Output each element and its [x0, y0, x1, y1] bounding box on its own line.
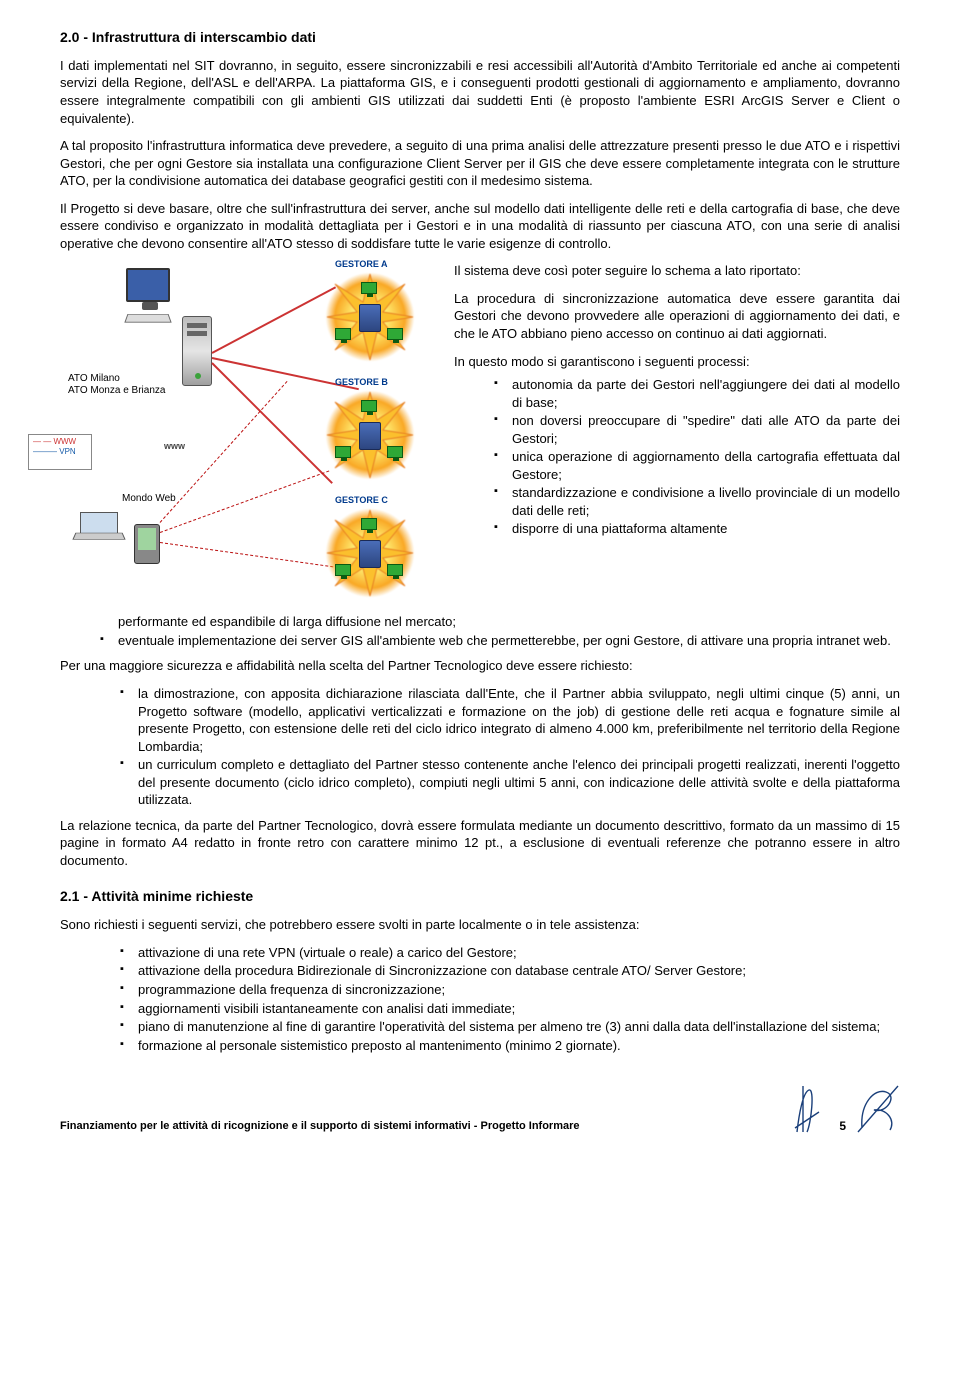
process-bullet-list: autonomia da parte dei Gestori nell'aggi… [454, 376, 900, 538]
right-paragraph-2: La procedura di sincronizzazione automat… [454, 290, 900, 343]
connection-line [160, 542, 338, 568]
paragraph-3: Il Progetto si deve basare, oltre che su… [60, 200, 900, 253]
connection-line [212, 287, 337, 354]
mini-monitor-icon [361, 282, 377, 294]
monitor-icon [126, 268, 170, 302]
www-label: www [164, 440, 185, 452]
keyboard-icon [124, 314, 171, 323]
mini-monitor-icon [387, 446, 403, 458]
connection-line [160, 471, 329, 534]
gestore-b-node: GESTORE B [325, 390, 415, 480]
mini-monitor-icon [335, 328, 351, 340]
list-item: non doversi preoccupare di "spedire" dat… [494, 412, 900, 447]
laptop-icon [74, 512, 124, 542]
signature-2-icon [856, 1084, 900, 1134]
footer-text: Finanziamento per le attività di ricogni… [60, 1119, 580, 1134]
after-diagram-bullets: performante ed espandibile di larga diff… [60, 613, 900, 649]
mondo-web-label: Mondo Web [122, 492, 176, 506]
list-item: piano di manutenzione al fine di garanti… [120, 1018, 900, 1036]
list-item: aggiornamenti visibili istantaneamente c… [120, 1000, 900, 1018]
list-item: standardizzazione e condivisione a livel… [494, 484, 900, 519]
list-item: formazione al personale sistemistico pre… [120, 1037, 900, 1055]
mini-monitor-icon [387, 328, 403, 340]
list-item: la dimostrazione, con apposita dichiaraz… [120, 685, 900, 755]
list-item-continuation: performante ed espandibile di larga diff… [100, 613, 900, 631]
section-title: 2.0 - Infrastruttura di interscambio dat… [60, 28, 900, 47]
min-activities-list: attivazione di una rete VPN (virtuale o … [60, 944, 900, 1054]
www-vpn-box: — — WWW ——— VPN [28, 434, 92, 470]
ato-monza-label: ATO Monza e Brianza [68, 384, 165, 398]
paragraph-4: Per una maggiore sicurezza e affidabilit… [60, 657, 900, 675]
page-number: 5 [839, 1118, 846, 1134]
mini-monitor-icon [335, 446, 351, 458]
mini-monitor-icon [361, 400, 377, 412]
paragraph-6: Sono richiesti i seguenti servizi, che p… [60, 916, 900, 934]
list-item: disporre di una piattaforma altamente [494, 520, 900, 538]
paragraph-2: A tal proposito l'infrastruttura informa… [60, 137, 900, 190]
list-item: attivazione della procedura Bidirezional… [120, 962, 900, 980]
gestore-a-node: GESTORE A [325, 272, 415, 362]
server-icon [359, 304, 381, 332]
network-diagram: ATO Milano ATO Monza e Brianza — — WWW —… [60, 262, 440, 607]
list-item: attivazione di una rete VPN (virtuale o … [120, 944, 900, 962]
right-paragraph-1: Il sistema deve così poter seguire lo sc… [454, 262, 900, 280]
sub-section-title: 2.1 - Attività minime richieste [60, 887, 900, 906]
server-icon [359, 540, 381, 568]
gestore-c-node: GESTORE C [325, 508, 415, 598]
signature-1-icon [789, 1084, 829, 1134]
mini-monitor-icon [387, 564, 403, 576]
list-item: un curriculum completo e dettagliato del… [120, 756, 900, 809]
list-item: eventuale implementazione dei server GIS… [100, 632, 900, 650]
server-icon [359, 422, 381, 450]
mini-monitor-icon [335, 564, 351, 576]
server-tower-icon [182, 316, 212, 386]
right-paragraph-3: In questo modo si garantiscono i seguent… [454, 353, 900, 371]
mini-monitor-icon [361, 518, 377, 530]
paragraph-5: La relazione tecnica, da parte del Partn… [60, 817, 900, 870]
pda-icon [134, 524, 160, 564]
paragraph-1: I dati implementati nel SIT dovranno, in… [60, 57, 900, 127]
list-item: programmazione della frequenza di sincro… [120, 981, 900, 999]
list-item: autonomia da parte dei Gestori nell'aggi… [494, 376, 900, 411]
partner-requirements-list: la dimostrazione, con apposita dichiaraz… [60, 685, 900, 809]
list-item: unica operazione di aggiornamento della … [494, 448, 900, 483]
